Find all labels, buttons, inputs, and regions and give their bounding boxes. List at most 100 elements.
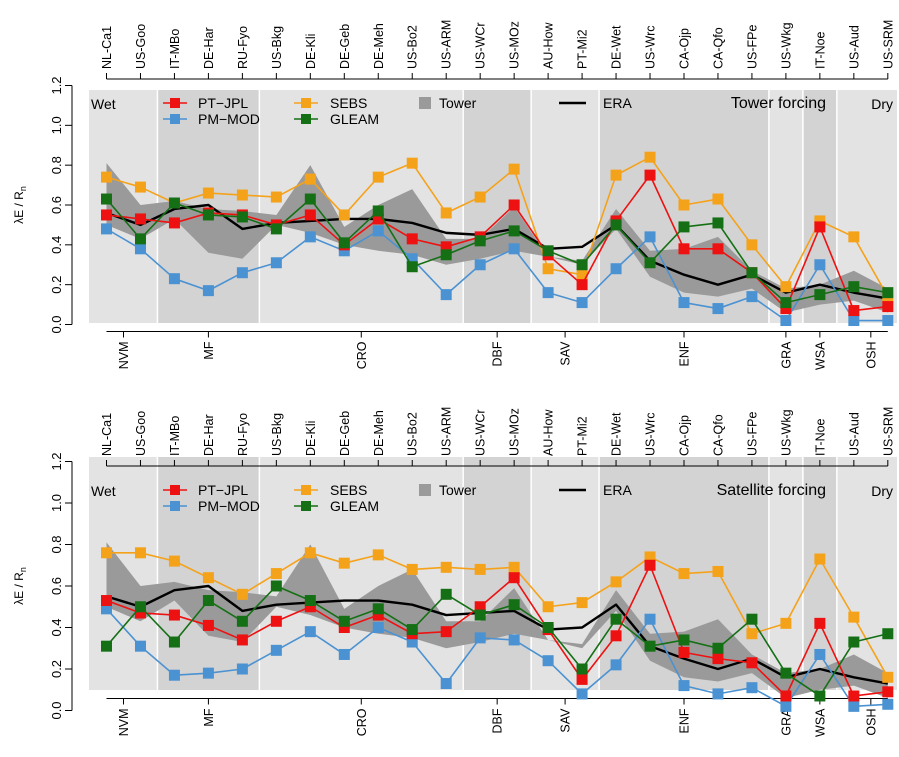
point-pm-mod [372, 622, 384, 633]
point-gleam [780, 667, 792, 679]
legend-label-tower: Tower [439, 95, 477, 111]
group-label-nvm: NVM [117, 342, 131, 370]
point-pm-mod [576, 688, 588, 700]
point-gleam [814, 289, 826, 301]
site-label: AU-How [542, 408, 556, 456]
point-pm-mod [848, 315, 860, 327]
point-sebs [678, 199, 690, 211]
point-pt-jpl [134, 607, 146, 619]
point-pt-jpl [406, 233, 418, 245]
point-gleam [202, 595, 214, 607]
y-tick-label: 1.0 [49, 494, 64, 512]
point-pm-mod [406, 636, 418, 648]
point-pm-mod [372, 225, 384, 237]
point-gleam [440, 588, 452, 600]
point-pm-mod [712, 303, 724, 315]
point-sebs [814, 553, 826, 565]
site-label: DE-Har [202, 414, 216, 456]
group-label-cro: CRO [355, 708, 369, 736]
wet-label: Wet [91, 96, 116, 112]
point-pm-mod [508, 243, 520, 255]
point-pm-mod [236, 267, 248, 279]
group-label-osh: OSH [864, 709, 878, 736]
legend-marker-sebs [301, 98, 311, 108]
site-label: DE-Geb [338, 24, 352, 69]
group-label-mf: MF [202, 341, 216, 359]
point-gleam [508, 599, 520, 611]
site-label: IT-Noe [813, 31, 827, 69]
point-pt-jpl [814, 221, 826, 233]
point-gleam [542, 245, 554, 257]
site-label: US-ARM [440, 20, 454, 69]
site-label: DE-Wet [610, 25, 624, 69]
point-gleam [848, 636, 860, 648]
point-pm-mod [134, 243, 146, 255]
point-pt-jpl [576, 279, 588, 291]
point-pm-mod [814, 648, 826, 660]
point-pt-jpl [882, 686, 894, 698]
point-gleam [644, 257, 656, 269]
point-gleam [406, 624, 418, 636]
y-tick-label: 0.2 [49, 276, 64, 294]
point-sebs [746, 239, 758, 251]
group-label-enf: ENF [677, 341, 691, 366]
point-pm-mod [101, 603, 112, 615]
site-label: US-Wrc [644, 412, 658, 456]
point-pt-jpl [644, 559, 656, 571]
legend-label-pm-mod: PM−MOD [198, 498, 260, 514]
point-gleam [542, 622, 554, 633]
y-axis-label-sub: n [18, 186, 28, 191]
point-pt-jpl [372, 609, 384, 621]
panel-title: Satellite forcing [717, 482, 826, 499]
group-label-wsa: WSA [813, 708, 827, 737]
point-sebs [474, 191, 486, 203]
y-tick-label: 1.2 [49, 452, 64, 470]
point-gleam [508, 225, 520, 237]
point-gleam [270, 223, 282, 235]
point-gleam [814, 690, 826, 702]
point-sebs [508, 163, 520, 175]
site-label: US-WCr [474, 22, 488, 69]
point-sebs [338, 209, 350, 221]
point-sebs [746, 628, 758, 640]
point-gleam [440, 249, 452, 261]
point-pm-mod [168, 273, 180, 285]
point-sebs [236, 588, 248, 600]
point-pm-mod [644, 231, 656, 243]
point-sebs [576, 597, 588, 609]
group-label-dbf: DBF [491, 341, 505, 366]
point-sebs [644, 151, 656, 163]
point-sebs [372, 549, 384, 561]
point-sebs [304, 173, 316, 185]
legend-marker-sebs [301, 485, 311, 495]
point-gleam [780, 297, 792, 309]
point-pt-jpl [134, 213, 146, 225]
point-gleam [678, 221, 690, 233]
legend-marker-pm-mod [170, 114, 180, 124]
site-label: US-SRM [881, 20, 895, 69]
site-label: AU-How [542, 21, 556, 69]
group-band-gra [768, 457, 803, 690]
point-gleam [576, 259, 588, 271]
point-gleam [101, 193, 112, 205]
site-label: US-Wkg [779, 22, 793, 69]
legend-label-gleam: GLEAM [330, 498, 379, 514]
point-pm-mod [168, 669, 180, 681]
point-pt-jpl [508, 199, 520, 211]
point-pt-jpl [746, 657, 758, 669]
legend-marker-pm-mod [170, 501, 180, 511]
site-label: US-Wkg [779, 409, 793, 456]
point-sebs [848, 231, 860, 243]
point-sebs [542, 601, 554, 613]
group-label-gra: GRA [779, 708, 793, 736]
legend-marker-gleam [301, 501, 311, 511]
point-pm-mod [678, 297, 690, 309]
series-line-sebs [106, 551, 889, 678]
group-band-osh [836, 457, 897, 690]
point-sebs [542, 263, 554, 275]
y-tick-label: 1.2 [49, 76, 64, 94]
point-sebs [644, 551, 656, 563]
site-label: DE-Geb [338, 411, 352, 456]
legend-marker-pt-jpl [170, 98, 180, 108]
